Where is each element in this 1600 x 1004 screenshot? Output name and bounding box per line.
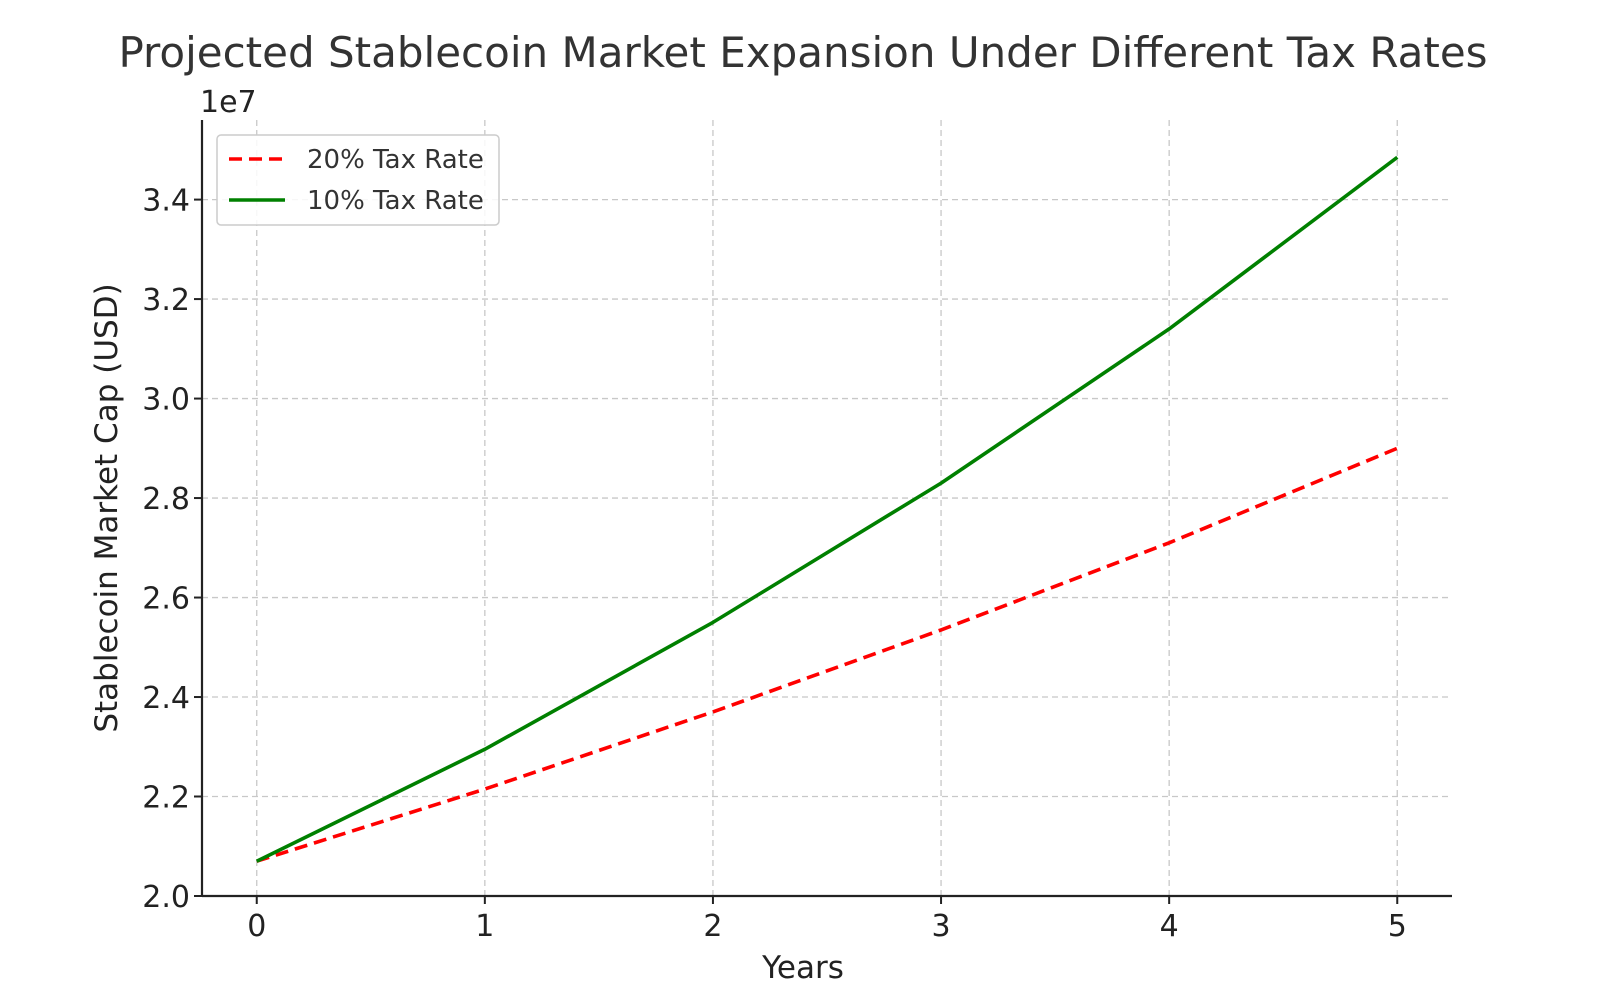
- legend-box: [216, 134, 500, 226]
- y-tick-label: 3.4: [142, 184, 190, 219]
- y-tick-label: 2.6: [142, 582, 190, 617]
- axes: [194, 120, 1452, 904]
- y-tick-label: 2.0: [142, 880, 190, 915]
- x-tick-label: 4: [1160, 909, 1179, 944]
- y-tick-label: 3.2: [142, 283, 190, 318]
- chart-title: Projected Stablecoin Market Expansion Un…: [118, 28, 1487, 77]
- x-tick-label: 2: [703, 909, 722, 944]
- y-tick-label: 3.0: [142, 383, 190, 418]
- tick-labels: 0 1 2 3 4 5 2.0 2.2 2.4 2.6 2.8 3.0 3.2 3.4: [142, 184, 1407, 944]
- series-lines: [255, 155, 1399, 863]
- legend-label-10-tax-rate: 10% Tax Rate: [307, 186, 484, 216]
- x-tick-label: 1: [475, 909, 494, 944]
- x-tick-label: 3: [932, 909, 951, 944]
- x-axis-label: Years: [761, 950, 844, 986]
- y-axis-label: Stablecoin Market Cap (USD): [89, 283, 125, 732]
- legend-label-20-tax-rate: 20% Tax Rate: [307, 145, 484, 175]
- series-line-20-tax-rate: [256, 446, 1398, 863]
- series-line-10-tax-rate: [255, 155, 1399, 863]
- y-tick-label: 2.4: [142, 681, 190, 716]
- y-axis-offset-label: 1e7: [200, 85, 257, 120]
- grid: [202, 120, 1452, 897]
- legend: 20% Tax Rate 10% Tax Rate: [216, 134, 500, 226]
- y-tick-label: 2.2: [142, 781, 190, 816]
- x-tick-label: 5: [1388, 909, 1407, 944]
- x-tick-label: 0: [247, 909, 266, 944]
- y-tick-label: 2.8: [142, 482, 190, 517]
